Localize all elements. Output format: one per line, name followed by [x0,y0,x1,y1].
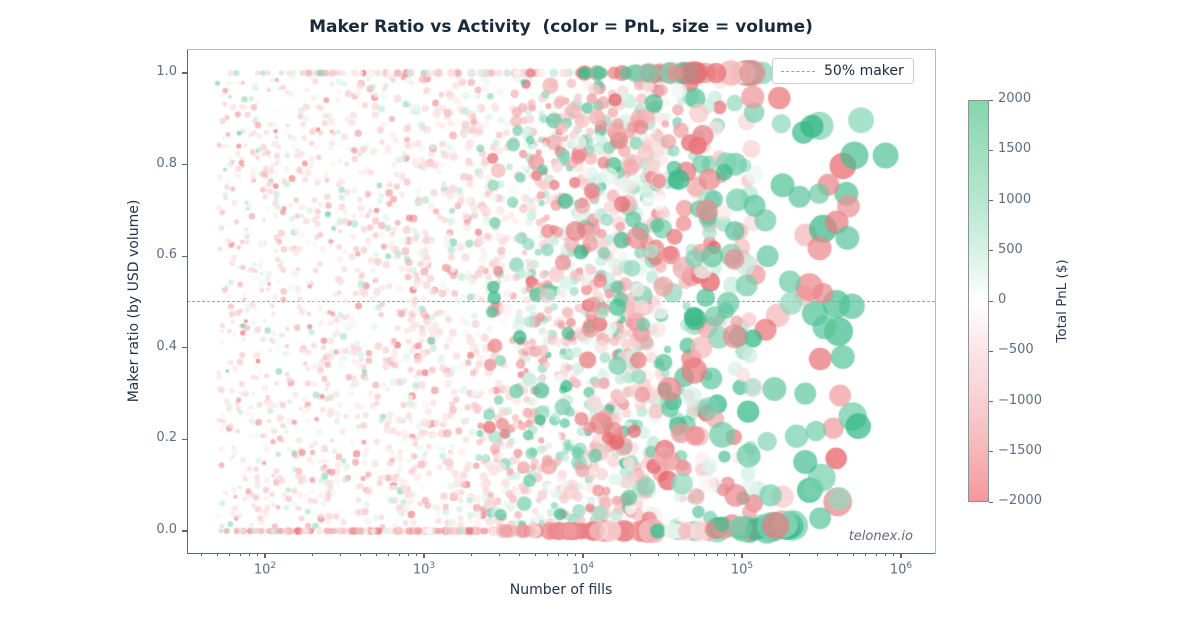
colorbar-tick-mark [989,451,993,453]
right-spine [935,49,936,554]
x-minor-tick-mark [312,553,314,556]
colorbar-tick-label: −500 [998,342,1034,358]
y-tick-label: 0.4 [156,338,177,354]
y-tick-mark [182,347,187,349]
x-minor-tick-mark [499,553,501,556]
x-minor-tick-mark [716,553,718,556]
y-tick-mark [182,72,187,74]
x-minor-tick-mark [229,553,231,556]
x-minor-tick-mark [837,553,839,556]
y-tick-mark [182,255,187,257]
colorbar-tick-mark [989,200,993,201]
x-minor-tick-mark [630,553,632,556]
colorbar-tick-label: −2000 [998,493,1042,508]
x-minor-tick-mark [865,553,867,556]
colorbar-tick-label: 0 [998,292,1007,307]
x-major-tick-mark [900,553,902,558]
y-tick-mark [182,438,187,440]
x-minor-tick-mark [658,553,660,556]
x-tick-label: 106 [889,561,913,578]
x-major-tick-mark [264,553,266,558]
y-tick-label: 0.0 [156,522,177,537]
watermark: telonex.io [848,529,913,544]
colorbar-tick-label: 1500 [998,141,1032,157]
legend: 50% maker [772,58,914,84]
colorbar-tick-mark [989,149,993,151]
x-minor-tick-mark [557,553,559,556]
x-minor-tick-mark [519,553,521,556]
y-tick-mark [182,530,187,532]
y-tick-label: 0.6 [156,247,177,263]
y-tick-label: 0.2 [156,430,177,446]
colorbar-tick-label: −1500 [998,442,1042,458]
y-tick-label: 1.0 [156,64,177,79]
x-minor-tick-mark [471,553,473,556]
x-minor-tick-mark [375,553,377,556]
x-minor-tick-mark [257,553,259,556]
legend-label: 50% maker [824,63,904,79]
x-minor-tick-mark [706,553,708,556]
x-minor-tick-mark [416,553,418,556]
x-minor-tick-mark [567,553,569,556]
colorbar-tick-label: 500 [998,241,1023,257]
colorbar-tick-mark [989,300,993,302]
y-tick-mark [182,164,187,166]
x-minor-tick-mark [817,553,819,556]
x-minor-tick-mark [789,553,791,556]
x-minor-tick-mark [885,553,887,556]
colorbar-tick-label: −1000 [998,392,1042,408]
x-minor-tick-mark [875,553,877,556]
x-minor-tick-mark [408,553,410,556]
colorbar-tick-mark [989,401,993,402]
x-minor-tick-mark [893,553,895,556]
x-minor-tick-mark [734,553,736,556]
y-tick-label: 0.8 [156,155,177,171]
colorbar-tick-label: 2000 [998,91,1032,106]
left-spine [187,49,189,553]
x-minor-tick-mark [398,553,400,556]
x-minor-tick-mark [249,553,251,556]
x-tick-label: 105 [730,561,754,578]
x-minor-tick-mark [360,553,362,556]
colorbar-tick-mark [989,501,993,503]
x-minor-tick-mark [547,553,549,556]
colorbar-tick-mark [989,99,993,101]
top-spine [187,49,935,50]
x-minor-tick-mark [239,553,241,556]
x-minor-tick-mark [726,553,728,556]
x-minor-tick-mark [534,553,536,556]
x-minor-tick-mark [388,553,390,556]
colorbar-tick-mark [989,350,993,352]
x-major-tick-mark [741,553,743,558]
x-minor-tick-mark [575,553,577,556]
x-minor-tick-mark [340,553,342,556]
colorbar-tick-label: 1000 [998,191,1032,207]
x-minor-tick-mark [678,553,680,556]
x-tick-label: 103 [412,561,436,578]
bottom-spine [187,553,935,555]
x-major-tick-mark [582,553,584,558]
dashed-line-sample [781,70,815,72]
x-minor-tick-mark [216,553,218,556]
x-minor-tick-mark [201,553,203,556]
x-minor-tick-mark [693,553,695,556]
x-tick-label: 102 [253,561,277,578]
colorbar-tick-mark [989,250,993,252]
colorbar [968,100,989,502]
colorbar-label: Total PnL ($) [1054,259,1070,343]
x-tick-label: 104 [571,561,595,578]
x-minor-tick-mark [852,553,854,556]
x-major-tick-mark [423,553,425,558]
